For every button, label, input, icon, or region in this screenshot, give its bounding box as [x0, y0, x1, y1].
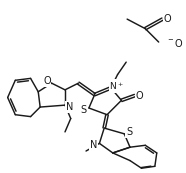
Text: N: N	[90, 140, 97, 150]
Text: $^-$O: $^-$O	[166, 37, 184, 49]
Text: S: S	[126, 127, 132, 137]
Text: S: S	[80, 105, 86, 115]
Text: N$^+$: N$^+$	[109, 80, 124, 92]
Text: O: O	[43, 76, 51, 86]
Text: O: O	[163, 14, 171, 24]
Text: O: O	[136, 91, 143, 101]
Text: N: N	[66, 102, 73, 112]
